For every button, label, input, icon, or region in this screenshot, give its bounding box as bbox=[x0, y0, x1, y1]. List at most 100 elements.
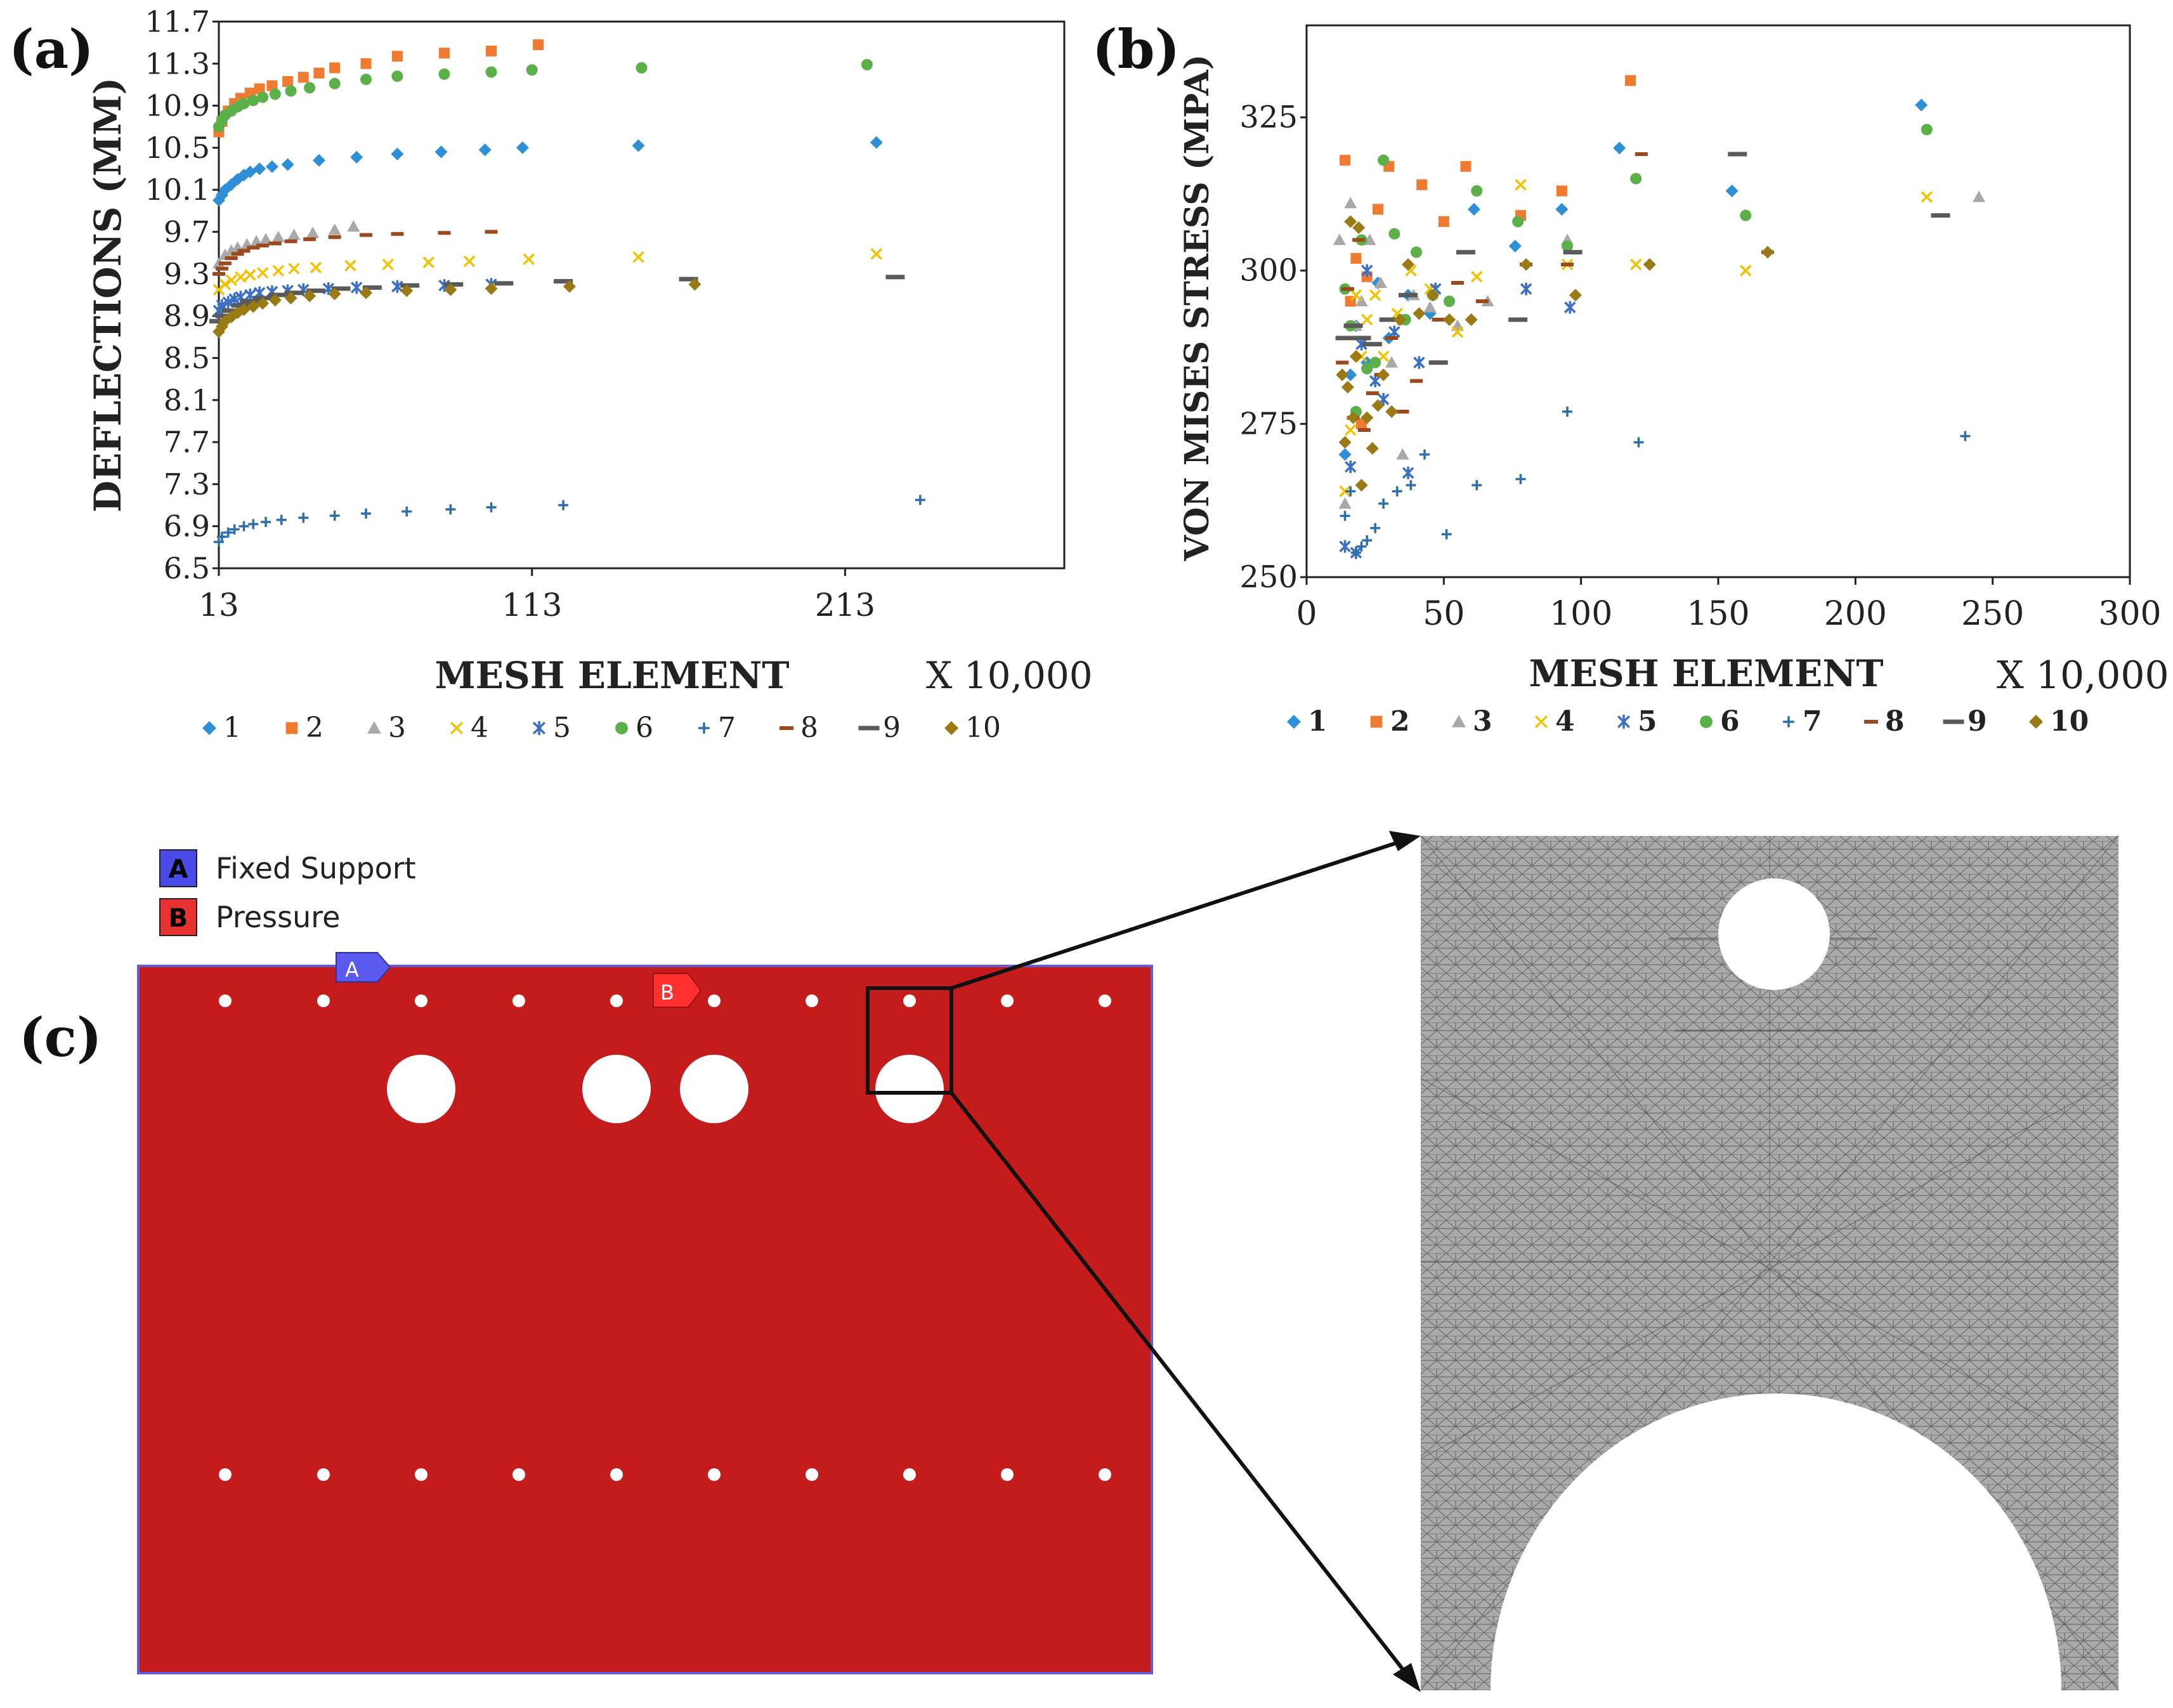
data-point bbox=[391, 231, 404, 236]
data-point bbox=[1419, 449, 1430, 460]
data-point bbox=[265, 160, 278, 173]
series-8 bbox=[212, 230, 498, 276]
data-point bbox=[885, 275, 905, 280]
data-point bbox=[284, 290, 304, 296]
data-point bbox=[360, 233, 373, 237]
data-point bbox=[247, 95, 259, 107]
marker-a: A bbox=[336, 952, 391, 982]
data-point bbox=[1556, 185, 1567, 197]
data-point bbox=[298, 512, 309, 523]
legend-label: 5 bbox=[1638, 705, 1657, 738]
data-point bbox=[225, 274, 237, 287]
data-point bbox=[329, 511, 340, 521]
data-point bbox=[1475, 299, 1489, 303]
data-point bbox=[1740, 264, 1752, 277]
data-point bbox=[1378, 154, 1390, 166]
data-point bbox=[212, 271, 225, 276]
legend-marker bbox=[1700, 715, 1713, 728]
data-point bbox=[1467, 203, 1480, 216]
large-hole bbox=[387, 1055, 455, 1123]
data-point bbox=[360, 74, 372, 86]
data-point bbox=[486, 502, 497, 512]
legend-marker bbox=[367, 721, 381, 734]
legend-label: 10 bbox=[2050, 705, 2089, 738]
data-point bbox=[1396, 410, 1409, 414]
data-point bbox=[1362, 342, 1382, 347]
data-point bbox=[313, 67, 325, 79]
x-tick-label: 13 bbox=[199, 587, 239, 623]
data-point bbox=[1341, 287, 1354, 291]
legend-item-5: 5 bbox=[532, 712, 571, 744]
legend-item-9: 9 bbox=[1943, 705, 1987, 738]
data-point bbox=[1564, 301, 1576, 314]
data-point bbox=[1378, 499, 1389, 509]
plot-b-y-axis: 250 275 300 325 bbox=[1239, 100, 1307, 595]
data-point bbox=[269, 88, 281, 100]
data-point bbox=[554, 278, 573, 284]
data-point bbox=[259, 233, 273, 245]
data-point bbox=[297, 72, 309, 83]
y-tick-label: 10.1 bbox=[145, 173, 210, 207]
data-point bbox=[1344, 460, 1357, 473]
legend-marker bbox=[202, 721, 216, 735]
x-tick-label: 150 bbox=[1687, 595, 1749, 633]
data-point bbox=[1343, 323, 1363, 329]
data-point bbox=[438, 68, 450, 80]
data-point bbox=[276, 514, 287, 525]
data-point bbox=[870, 248, 883, 260]
data-point bbox=[1350, 252, 1362, 264]
data-point bbox=[253, 162, 266, 176]
data-point bbox=[1520, 258, 1533, 271]
data-point bbox=[391, 147, 404, 160]
data-point bbox=[256, 266, 269, 279]
data-point bbox=[1555, 203, 1569, 216]
data-point bbox=[360, 286, 373, 299]
zoom-arrow-top-head bbox=[1389, 831, 1421, 851]
data-point bbox=[1629, 258, 1642, 271]
data-point bbox=[268, 292, 288, 297]
marker-b-flag bbox=[653, 973, 702, 1008]
legend-label: 1 bbox=[1308, 705, 1328, 738]
data-point bbox=[256, 244, 270, 248]
data-point bbox=[1441, 529, 1452, 540]
mesh-large-hole bbox=[1491, 1393, 2061, 1690]
data-point bbox=[1385, 336, 1399, 340]
plot-a-x-axis: 13 113 213 bbox=[199, 568, 875, 623]
data-point bbox=[266, 80, 278, 91]
plot-a-y-label: DEFLECTIONS (MM) bbox=[86, 77, 129, 512]
data-point bbox=[1350, 547, 1361, 558]
y-tick-label: 7.3 bbox=[164, 467, 210, 501]
data-point bbox=[688, 278, 701, 291]
plot-a-x-multiplier: X 10,000 bbox=[926, 654, 1093, 697]
data-point bbox=[478, 143, 492, 157]
data-point bbox=[1635, 152, 1648, 156]
y-tick-label: 9.3 bbox=[164, 257, 210, 291]
marker-a-flag bbox=[336, 952, 391, 982]
y-tick-label: 9.7 bbox=[164, 215, 210, 249]
bolt-hole-bottom bbox=[903, 1468, 916, 1481]
legend-item-2: 2 bbox=[1370, 705, 1410, 738]
data-point bbox=[1352, 238, 1366, 242]
data-point bbox=[526, 64, 538, 76]
data-point bbox=[523, 253, 535, 265]
data-point bbox=[256, 297, 270, 310]
fixed-support-text: Fixed Support bbox=[216, 851, 416, 885]
legend-item-1: 1 bbox=[1287, 705, 1328, 738]
data-point bbox=[1333, 233, 1346, 245]
data-point bbox=[216, 531, 227, 542]
data-point bbox=[219, 278, 232, 290]
data-point bbox=[1728, 152, 1747, 157]
data-point bbox=[1643, 258, 1656, 271]
legend-marker bbox=[1370, 715, 1383, 728]
data-point bbox=[1338, 497, 1352, 509]
data-point bbox=[1520, 282, 1532, 296]
data-point bbox=[1562, 240, 1574, 252]
data-point bbox=[1973, 190, 1986, 202]
data-point bbox=[1471, 271, 1483, 283]
data-point bbox=[1345, 486, 1356, 497]
legend-label: 7 bbox=[1803, 705, 1822, 738]
data-point bbox=[1451, 326, 1464, 338]
panel-b-label: (b) bbox=[1092, 18, 1180, 81]
data-point bbox=[485, 230, 498, 234]
legend-label: 1 bbox=[223, 712, 241, 744]
